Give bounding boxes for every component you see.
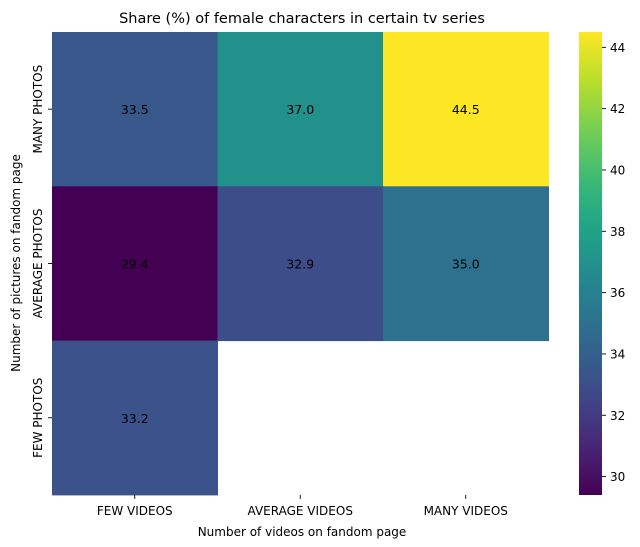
heatmap-cell [52, 340, 218, 496]
cell-value-label: 35.0 [452, 256, 480, 271]
y-tick-label: FEW PHOTOS [31, 378, 45, 458]
x-tick-label: AVERAGE VIDEOS [248, 504, 353, 518]
colorbar-tick-label: 34 [610, 347, 625, 361]
colorbar-tick-label: 36 [610, 286, 625, 300]
heatmap-cell [52, 32, 218, 187]
cell-value-label: 33.5 [121, 102, 149, 117]
x-axis: FEW VIDEOS AVERAGE VIDEOS MANY VIDEOS [97, 494, 508, 518]
colorbar-tick-label: 42 [610, 102, 625, 116]
heatmap-cell [217, 32, 384, 187]
colorbar-tick-label: 32 [610, 409, 625, 423]
chart-title: Share (%) of female characters in certai… [119, 11, 485, 27]
y-axis: MANY PHOTOS AVERAGE PHOTOS FEW PHOTOS [31, 65, 52, 458]
cell-value-label: 33.2 [121, 411, 149, 426]
y-tick-label: AVERAGE PHOTOS [31, 209, 45, 319]
heatmap-cell [52, 186, 218, 342]
x-tick-label: FEW VIDEOS [97, 504, 173, 518]
y-axis-label: Number of pictures on fandom page [9, 154, 23, 372]
heatmap-cells [52, 32, 549, 496]
colorbar-tick-label: 38 [610, 225, 625, 239]
cell-value-label: 29.4 [121, 256, 149, 271]
colorbar-gradient [579, 32, 602, 495]
cell-value-label: 37.0 [286, 102, 314, 117]
colorbar-tick-label: 40 [610, 163, 625, 177]
cell-value-label: 44.5 [452, 102, 480, 117]
cell-value-labels: 33.5 37.0 44.5 29.4 32.9 35.0 33.2 [121, 102, 480, 426]
heatmap-cell [217, 186, 384, 342]
cell-value-label: 32.9 [286, 256, 314, 271]
heatmap-cell [383, 186, 549, 342]
x-tick-label: MANY VIDEOS [424, 504, 508, 518]
x-axis-label: Number of videos on fandom page [198, 525, 407, 539]
y-tick-label: MANY PHOTOS [31, 65, 45, 154]
colorbar-tick-label: 44 [610, 41, 625, 55]
heatmap-cell [383, 32, 549, 187]
colorbar: 30 32 34 36 38 40 42 44 [579, 32, 625, 495]
colorbar-tick-label: 30 [610, 470, 625, 484]
